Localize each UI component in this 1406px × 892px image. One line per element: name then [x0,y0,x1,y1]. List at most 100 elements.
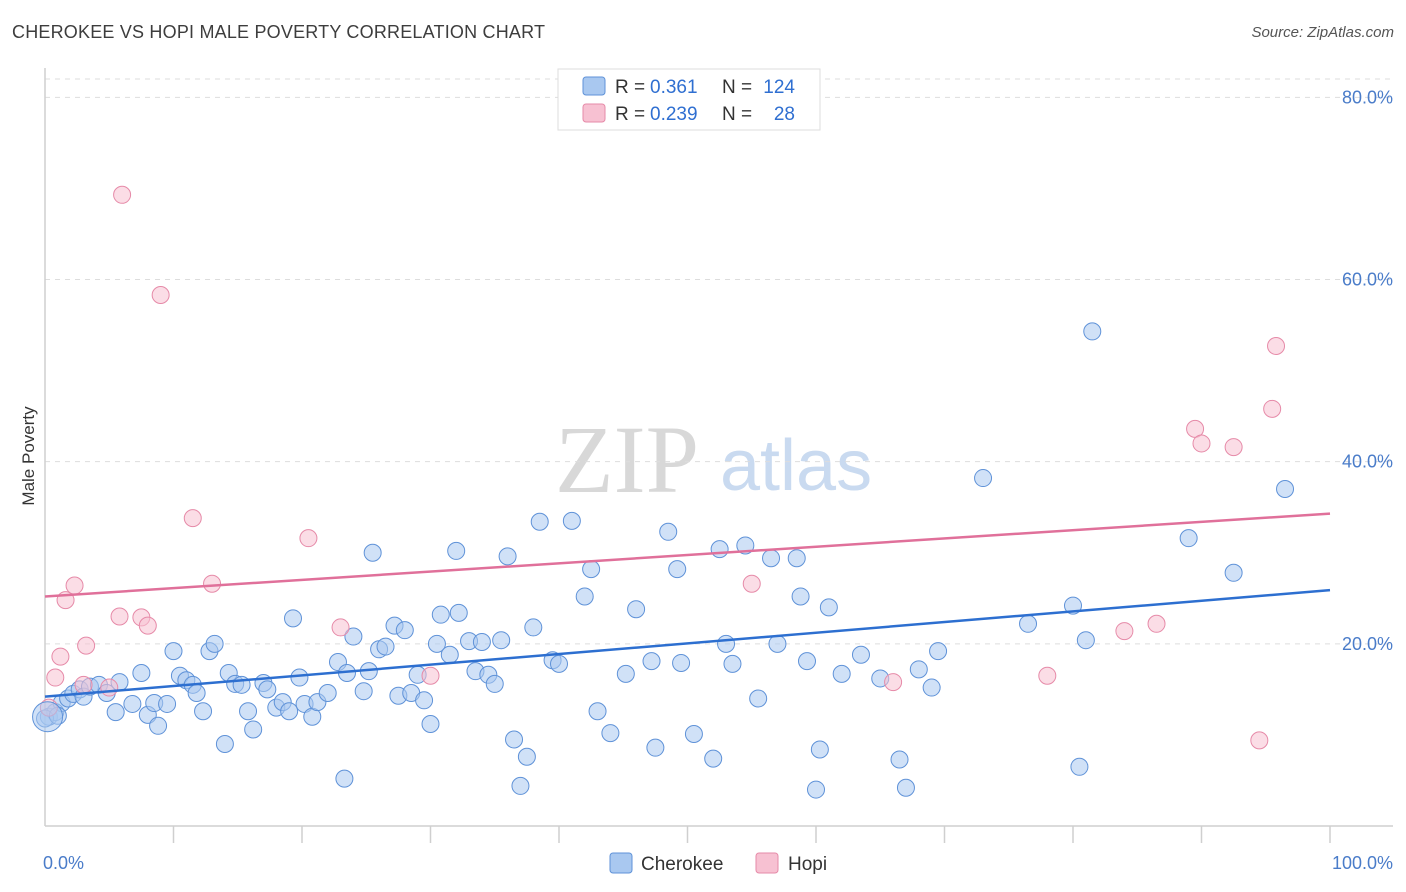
cherokee-point [187,684,206,703]
hopi-point [299,529,318,548]
hopi-point [1250,731,1269,750]
legend-top: R = 0.361 N = 124 R = 0.239 N = 28 [557,68,821,131]
cherokee-point [376,637,395,656]
y-tick-label: 60.0% [1342,269,1393,289]
cherokee-point [974,469,993,488]
cherokee-point [290,668,309,687]
grid-lines [45,78,1393,645]
cherokee-point [601,724,620,743]
cherokee-point [890,750,909,769]
cherokee-point [421,714,440,733]
y-tick-label: 20.0% [1342,634,1393,654]
hopi-point [1147,614,1166,633]
hopi-point [65,576,84,595]
cherokee-point [344,627,363,646]
cherokee-point [798,652,817,671]
legend-n-value-cherokee: 124 [763,77,795,98]
hopi-point [46,668,65,687]
cherokee-point [354,682,373,701]
cherokee-point [659,522,678,541]
cherokee-point [1070,757,1089,776]
y-tick-labels: 20.0% 40.0% 60.0% 80.0% [1342,87,1393,654]
cherokee-point [642,652,661,671]
cherokee-point [440,645,459,664]
cherokee-point [498,547,517,566]
cherokee-point [616,664,635,683]
hopi-point [138,616,157,635]
hopi-point [1263,399,1282,418]
legend-swatch-hopi [582,103,606,123]
cherokee-point [787,549,806,568]
cherokee-point [627,600,646,619]
cherokee-point [672,653,691,672]
cherokee-point [132,663,151,682]
cherokee-point [517,747,536,766]
y-tick-label: 40.0% [1342,452,1393,472]
cherokee-point [194,702,213,721]
cherokee-point [762,549,781,568]
cherokee-point [164,642,183,661]
cherokee-point [106,703,125,722]
cherokee-point [1083,322,1102,341]
cherokee-point [723,654,742,673]
y-axis-label: Male Poverty [19,406,38,506]
cherokee-point [363,543,382,562]
cherokee-point [505,730,524,749]
legend-bottom-label-cherokee: Cherokee [641,854,723,875]
cherokee-point [851,645,870,664]
hopi-point [151,285,170,304]
cherokee-point [909,660,928,679]
x-tick-label: 100.0% [1332,853,1393,873]
cherokee-point [1179,529,1198,548]
cherokee-point [415,691,434,710]
hopi-point [77,636,96,655]
legend-r-value-hopi: 0.239 [650,104,698,125]
cherokee-point [449,603,468,622]
cherokee-point [819,598,838,617]
trend-lines [44,512,1331,698]
cherokee-point [32,701,64,733]
legend-n-value-hopi: 28 [774,104,795,125]
cherokee-point [810,740,829,759]
legend-bottom: Cherokee Hopi [609,852,827,875]
cherokee-point [280,702,299,721]
cherokee-point [239,702,258,721]
hopi-point [100,678,119,697]
cherokee-point [123,694,142,713]
cherokee-point [427,634,446,653]
cherokee-point [318,684,337,703]
x-tick-labels: 0.0% 100.0% [43,853,1393,873]
cherokee-point [791,587,810,606]
hopi-point [74,675,93,694]
legend-n-label-hopi: N = [722,104,752,125]
cherokee-point [158,694,177,713]
cherokee-point [896,778,915,797]
cherokee-point [749,689,768,708]
watermark-atlas: atlas [720,426,872,506]
cherokee-point [1224,563,1243,582]
hopi-point [183,509,202,528]
cherokee-point [149,716,168,735]
hopi-point [113,185,132,204]
hopi-point [331,618,350,637]
cherokee-point [492,631,511,650]
cherokee-point [447,541,466,560]
legend-r-value-cherokee: 0.361 [650,77,698,98]
cherokee-point [768,634,787,653]
cherokee-point [646,738,665,757]
cherokee-point [736,536,755,555]
cherokee-trend-line [44,588,1331,698]
cherokee-point [562,511,581,530]
hopi-point [203,574,222,593]
cherokee-point [550,654,568,673]
cherokee-point [575,587,594,606]
cherokee-point [472,633,491,652]
hopi-point [1038,666,1057,685]
cherokee-point [710,540,729,559]
x-tick-label: 0.0% [43,853,84,873]
cherokee-point [258,680,277,699]
cherokee-point [215,735,234,754]
legend-bottom-swatch-cherokee [609,852,633,874]
legend-bottom-swatch-hopi [755,852,779,874]
